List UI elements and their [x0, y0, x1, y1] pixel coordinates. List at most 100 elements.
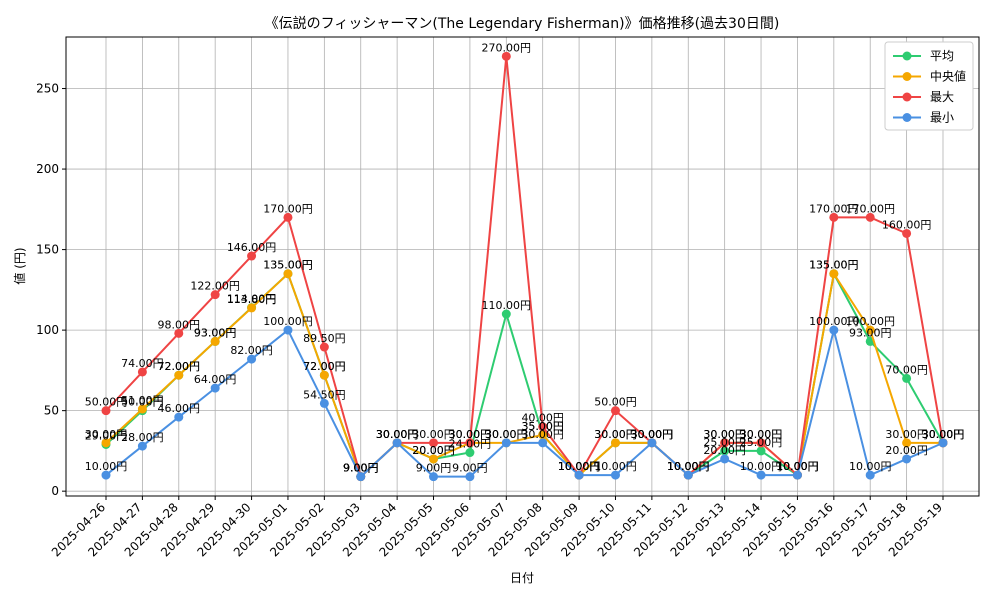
legend-marker [902, 72, 912, 81]
data-point [210, 383, 220, 393]
data-label: 20.00円 [412, 444, 455, 457]
data-point [137, 441, 147, 451]
data-label: 9.00円 [343, 462, 379, 475]
series-line [105, 328, 944, 479]
data-label: 10.00円 [558, 460, 601, 473]
data-point [283, 269, 293, 279]
data-point [792, 470, 802, 480]
data-label: 50.00円 [121, 396, 164, 409]
data-point [610, 470, 620, 480]
data-label: 30.00円 [594, 428, 637, 441]
data-label: 135.00円 [263, 259, 313, 272]
data-point [283, 212, 293, 222]
data-label: 20.00円 [412, 444, 455, 457]
data-point [465, 438, 475, 448]
data-point [429, 472, 439, 482]
data-label: 93.00円 [194, 326, 237, 339]
data-label: 93.00円 [849, 326, 892, 339]
data-label: 72.00円 [158, 360, 201, 373]
data-point [756, 470, 766, 480]
data-point [283, 325, 293, 335]
legend-label: 最大 [930, 90, 954, 104]
data-point [210, 336, 220, 346]
data-label: 10.00円 [776, 460, 819, 473]
data-point [538, 422, 548, 432]
data-label: 54.50円 [303, 388, 346, 401]
data-label: 30.00円 [703, 428, 746, 441]
data-label: 10.00円 [558, 460, 601, 473]
data-label: 30.00円 [631, 428, 674, 441]
data-label: 100.00円 [263, 315, 313, 328]
data-point [538, 430, 548, 440]
data-label: 9.00円 [452, 462, 488, 475]
y-tick-label: 100 [36, 323, 59, 337]
data-point [938, 438, 948, 448]
data-label: 40.00円 [521, 412, 564, 425]
legend-label: 中央値 [930, 69, 966, 84]
data-label: 24.00円 [449, 438, 492, 451]
data-label: 51.00円 [121, 394, 164, 407]
data-label: 9.00円 [343, 462, 379, 475]
data-point [174, 370, 184, 380]
data-point [501, 438, 511, 448]
data-label: 20.00円 [703, 444, 746, 457]
data-label: 30.00円 [740, 428, 783, 441]
data-point [501, 51, 511, 61]
data-label: 10.00円 [667, 460, 710, 473]
data-label: 114.00円 [227, 293, 277, 306]
data-label: 10.00円 [85, 460, 128, 473]
data-label: 82.00円 [230, 344, 273, 357]
legend-label: 最小 [930, 111, 954, 125]
data-label: 98.00円 [158, 318, 201, 331]
data-label: 20.00円 [885, 444, 928, 457]
data-label: 30.00円 [922, 428, 965, 441]
data-label: 170.00円 [845, 202, 895, 215]
data-label: 10.00円 [776, 460, 819, 473]
data-point [902, 373, 912, 383]
data-label: 30.00円 [485, 428, 528, 441]
data-label: 72.00円 [303, 360, 346, 373]
data-label: 10.00円 [594, 460, 637, 473]
data-label: 110.00円 [482, 299, 532, 312]
data-label: 72.00円 [158, 360, 201, 373]
legend-box [884, 41, 974, 131]
data-label: 93.00円 [194, 326, 237, 339]
data-label: 170.00円 [263, 202, 313, 215]
data-label: 30.00円 [631, 428, 674, 441]
data-label: 30.00円 [740, 428, 783, 441]
data-point [902, 438, 912, 448]
data-point [174, 412, 184, 422]
data-label: 29.00円 [85, 429, 128, 442]
data-label: 10.00円 [740, 460, 783, 473]
data-label: 135.00円 [809, 259, 859, 272]
data-point [356, 472, 366, 482]
data-label: 135.00円 [809, 259, 859, 272]
data-label: 30.00円 [376, 428, 419, 441]
data-label: 30.00円 [594, 428, 637, 441]
data-point [174, 328, 184, 338]
legend-marker [902, 51, 912, 61]
data-label: 100.00円 [845, 315, 895, 328]
data-label: 30.00円 [376, 428, 419, 441]
data-label: 50.00円 [85, 396, 128, 409]
data-point [865, 325, 875, 335]
data-point [829, 212, 839, 222]
data-point [465, 448, 475, 458]
data-point [720, 454, 730, 464]
data-label: 10.00円 [667, 460, 710, 473]
data-point [247, 251, 257, 261]
data-label: 30.00円 [922, 428, 965, 441]
data-label: 30.00円 [449, 428, 492, 441]
data-label: 28.00円 [121, 431, 164, 444]
data-point [319, 370, 329, 380]
data-label: 25.00円 [703, 436, 746, 449]
data-label: 135.00円 [263, 259, 313, 272]
data-point [247, 303, 257, 313]
series-lines [101, 51, 948, 482]
data-label: 146.00円 [227, 241, 277, 254]
data-point [101, 406, 111, 416]
data-label: 9.00円 [343, 462, 379, 475]
data-point [392, 438, 402, 448]
data-label: 89.50円 [303, 332, 346, 345]
data-label: 10.00円 [558, 460, 601, 473]
